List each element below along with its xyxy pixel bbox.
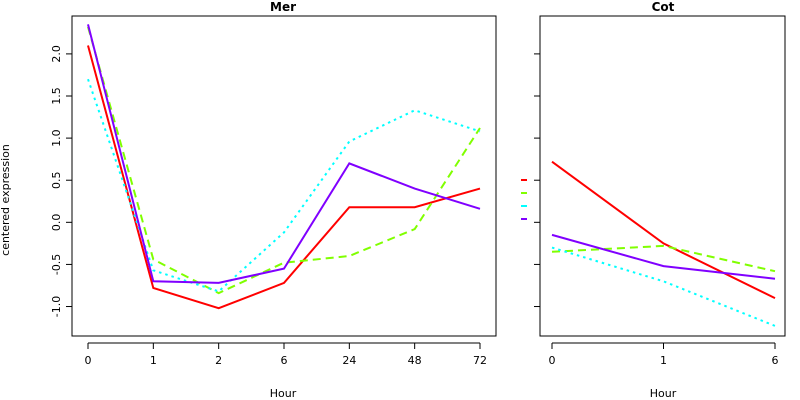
- series-line-4: [551, 233, 776, 280]
- panel-cot: Cot 0 1 6 Hour: [534, 0, 786, 400]
- series-lines: [551, 160, 776, 327]
- y-tick-label: -0.5: [50, 254, 63, 275]
- y-axis-ticks-cot: [534, 53, 540, 308]
- series-line-1: [87, 45, 481, 310]
- x-axis: 0 1 6: [549, 342, 779, 367]
- panel-mer: Mer -1.0 -0.5 0.0 0.5 1.0 1.5 2.0 0 1 2 6 24 48 72 H…: [0, 0, 497, 400]
- x-tick-label: 6: [772, 354, 779, 367]
- x-axis-label-mer: Hour: [270, 387, 297, 400]
- y-axis: -1.0 -0.5 0.0 0.5 1.0 1.5 2.0: [50, 45, 72, 317]
- x-tick-label: 2: [215, 354, 222, 367]
- plot-frame-mer: [71, 15, 497, 337]
- x-tick-label: 1: [150, 354, 157, 367]
- x-tick-label: 0: [85, 354, 92, 367]
- x-tick-label: 6: [281, 354, 288, 367]
- y-tick-label: -1.0: [50, 296, 63, 317]
- series-line-2: [551, 244, 776, 273]
- y-tick-label: 1.5: [50, 87, 63, 105]
- x-tick-label: 48: [408, 354, 422, 367]
- x-axis-label-cot: Hour: [650, 387, 677, 400]
- chart-title-cot: Cot: [652, 0, 675, 14]
- y-tick-label: 2.0: [50, 45, 63, 63]
- series-line-3: [87, 78, 481, 293]
- y-tick-label: 0.0: [50, 214, 63, 232]
- x-tick-label: 72: [473, 354, 487, 367]
- series-line-4: [87, 24, 481, 284]
- x-tick-label: 24: [342, 354, 356, 367]
- legend-marks: [521, 179, 527, 220]
- x-axis: 0 1 2 6 24 48 72: [85, 342, 487, 367]
- x-tick-label: 0: [549, 354, 556, 367]
- y-axis-label: centered expression: [0, 144, 12, 256]
- y-tick-label: 1.0: [50, 129, 63, 147]
- chart-title-mer: Mer: [270, 0, 296, 14]
- series-line-1: [551, 160, 776, 299]
- series-line-3: [551, 246, 776, 327]
- x-tick-label: 1: [660, 354, 667, 367]
- y-tick-label: 0.5: [50, 171, 63, 189]
- series-line-2: [87, 26, 481, 295]
- plot-frame-cot: [539, 15, 786, 337]
- series-lines: [87, 24, 481, 310]
